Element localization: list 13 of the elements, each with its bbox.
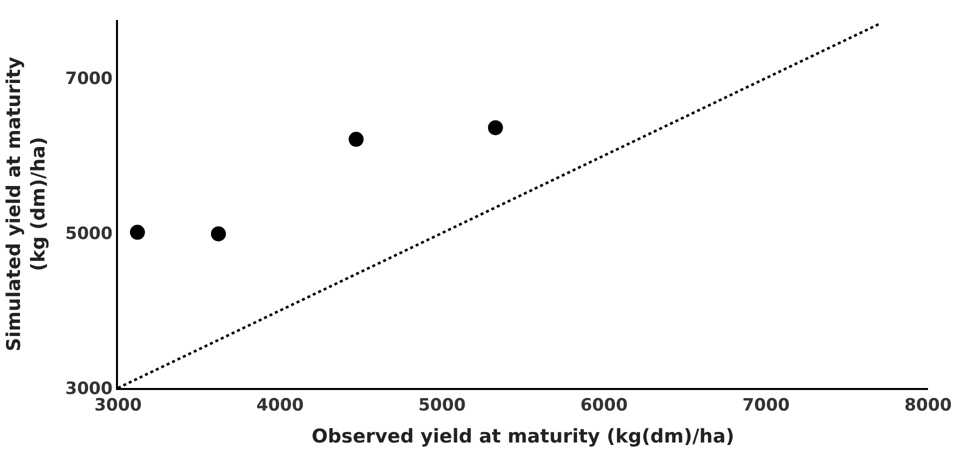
y-tick-label: 7000 <box>65 69 113 90</box>
y-tick-label: 5000 <box>65 224 113 244</box>
x-tick-label: 5000 <box>418 395 466 416</box>
point <box>488 120 503 136</box>
x-tick-label: 6000 <box>580 395 628 416</box>
x-tick-label: 4000 <box>256 395 304 416</box>
point <box>130 224 145 240</box>
x-tick-label: 8000 <box>904 395 952 416</box>
y-axis-title: Simulated yield at maturity (kg (dm)/ha) <box>2 56 50 352</box>
x-tick-label: 7000 <box>742 395 790 416</box>
x-axis-title: Observed yield at maturity (kg(dm)/ha) <box>312 426 734 448</box>
point <box>348 132 364 147</box>
point <box>210 226 226 242</box>
